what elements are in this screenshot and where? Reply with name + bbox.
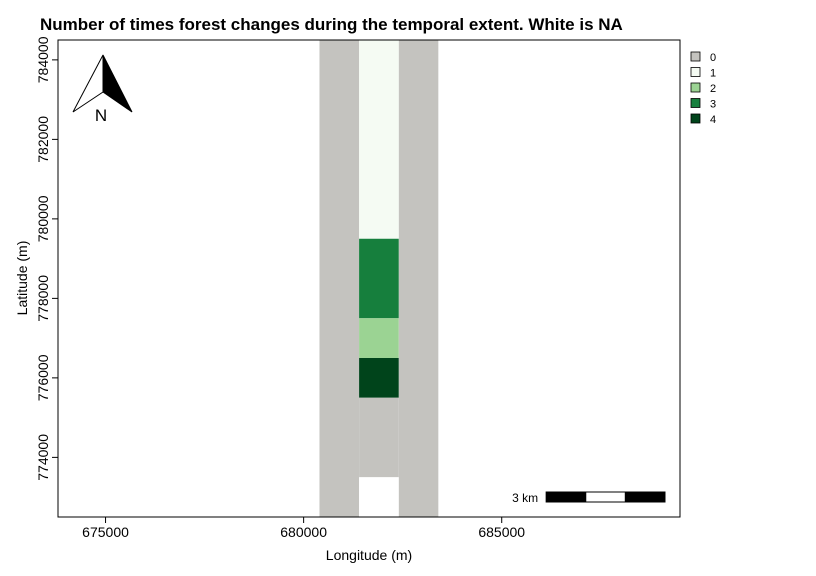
legend-swatch-3: [690, 98, 701, 108]
y-tick-label: 778000: [35, 275, 51, 322]
raster-cell-value-3: [359, 238, 399, 319]
raster-cell-value-0: [359, 397, 399, 478]
scale-bar-segment-1: [545, 491, 587, 503]
y-axis: 774000 776000 778000 780000 782000 784000: [35, 36, 58, 481]
y-tick-label: 774000: [35, 434, 51, 481]
y-tick-label: 784000: [35, 36, 51, 83]
raster-cell-value-0: [398, 40, 439, 517]
x-tick-label: 680000: [280, 524, 327, 540]
y-tick-label: 782000: [35, 116, 51, 163]
y-tick-label: 780000: [35, 195, 51, 242]
legend-label-4: 4: [710, 114, 716, 126]
scale-bar-segment-2: [585, 491, 626, 503]
raster-cell-value-2: [359, 318, 399, 358]
legend-label-0: 0: [710, 52, 716, 64]
legend-swatch-1: [690, 67, 701, 77]
north-label: N: [95, 106, 107, 125]
legend-swatch-0: [690, 51, 701, 62]
legend: 0 1 2 3 4: [690, 51, 716, 126]
scale-bar-segment-3: [624, 491, 666, 503]
scale-bar-label: 3 km: [512, 491, 538, 505]
scale-bar: 3 km: [512, 491, 666, 505]
raster-cell-value-1: [359, 40, 399, 239]
legend-label-1: 1: [710, 68, 716, 80]
x-tick-label: 675000: [82, 524, 129, 540]
legend-swatch-4: [690, 113, 701, 124]
y-tick-label: 776000: [35, 354, 51, 401]
raster-cell-value-NA: [359, 477, 399, 517]
raster-cell-value-4: [359, 358, 399, 398]
map-title: Number of times forest changes during th…: [40, 15, 623, 34]
north-arrow-icon: N: [72, 54, 133, 125]
raster-cells: [319, 40, 439, 517]
legend-label-3: 3: [710, 99, 716, 111]
legend-swatch-2: [690, 82, 701, 93]
x-axis-label: Longitude (m): [326, 547, 412, 563]
legend-label-2: 2: [710, 83, 716, 95]
north-arrow-right-half: [102, 54, 133, 113]
x-axis: 675000 680000 685000: [82, 517, 525, 540]
y-axis-label: Latitude (m): [14, 241, 30, 316]
raster-cell-value-0: [319, 40, 360, 517]
plot-frame: [57, 39, 681, 518]
x-tick-label: 685000: [478, 524, 525, 540]
